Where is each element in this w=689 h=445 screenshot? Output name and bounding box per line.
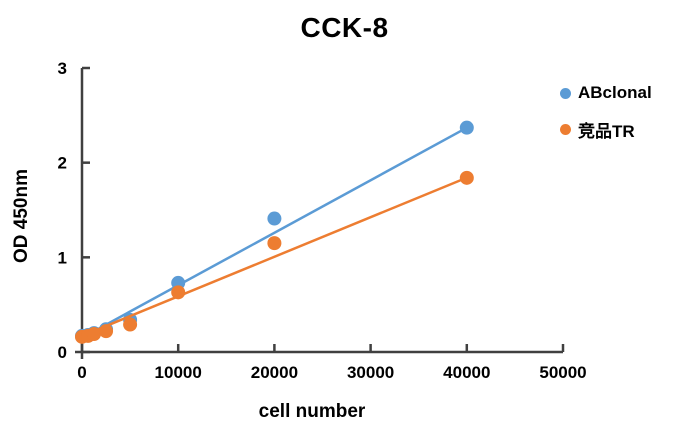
y-tick-label: 0	[58, 343, 67, 362]
data-point	[171, 285, 186, 300]
legend-item-jingpin-tr: 竞品TR	[560, 117, 652, 142]
legend-item-abclonal: ABclonal	[560, 83, 652, 103]
y-tick-label: 3	[58, 59, 67, 78]
x-axis-label: cell number	[258, 401, 366, 422]
data-point	[459, 120, 474, 135]
y-tick-label: 2	[58, 154, 67, 173]
y-axis-label: OD 450nm	[11, 169, 32, 263]
series-marker-icon	[560, 87, 571, 99]
x-tick-label: 0	[77, 363, 86, 382]
series-marker-icon	[560, 124, 571, 135]
x-tick-label: 40000	[443, 363, 490, 382]
x-tick-label: 20000	[251, 363, 298, 382]
legend: ABclonal 竞品TR	[560, 83, 652, 142]
x-tick-label: 30000	[347, 363, 394, 382]
data-point	[267, 236, 282, 251]
data-point	[123, 317, 138, 332]
y-tick-label: 1	[58, 248, 67, 267]
chart-title: CCK-8	[300, 12, 389, 43]
x-tick-label: 10000	[155, 363, 202, 382]
x-tick-label: 50000	[539, 363, 586, 382]
legend-label: 竞品TR	[578, 122, 635, 141]
data-point	[267, 211, 282, 226]
data-point	[459, 170, 474, 185]
legend-label: ABclonal	[578, 83, 652, 102]
data-point	[87, 327, 102, 342]
data-point	[99, 324, 114, 339]
